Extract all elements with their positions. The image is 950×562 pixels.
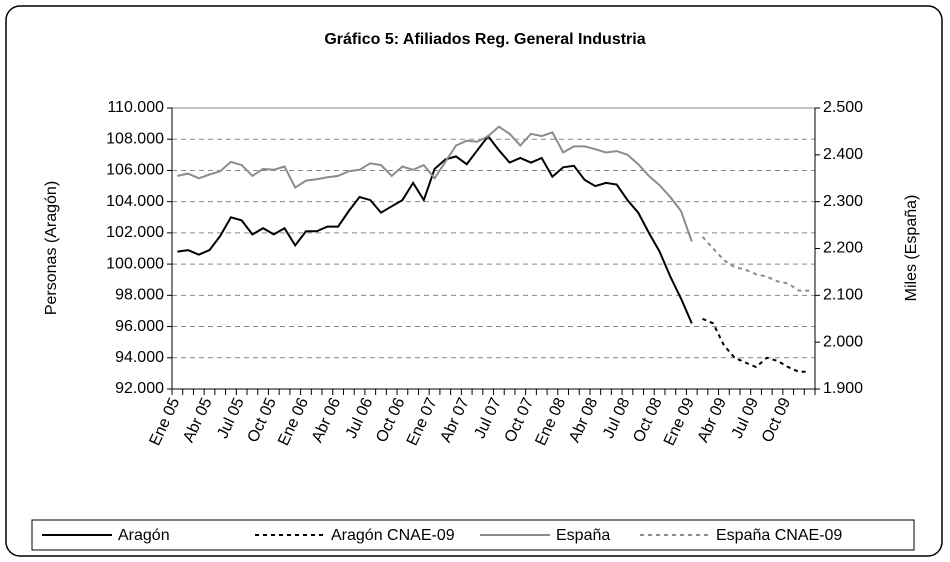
y-tick-label: 104.000	[106, 193, 164, 210]
legend-label: España CNAE-09	[716, 527, 842, 544]
y-tick-label: 98.000	[115, 287, 164, 304]
y2-tick-label: 2.100	[823, 287, 863, 304]
y2-tick-label: 2.200	[823, 240, 863, 257]
y2-tick-label: 2.500	[823, 99, 863, 116]
y-tick-label: 106.000	[106, 162, 164, 179]
y2-tick-label: 1.900	[823, 380, 863, 397]
y-tick-label: 100.000	[106, 255, 164, 272]
y-axis-title: Personas (Aragón)	[43, 181, 60, 315]
y-tick-label: 102.000	[106, 224, 164, 241]
y-tick-label: 94.000	[115, 349, 164, 366]
series-line	[701, 236, 810, 292]
y-tick-label: 110.000	[107, 99, 164, 116]
legend-label: Aragón CNAE-09	[331, 527, 455, 544]
legend-label: Aragón	[118, 527, 170, 544]
y2-tick-label: 2.400	[823, 146, 863, 163]
legend-box	[31, 519, 915, 551]
y-tick-label: 96.000	[115, 318, 164, 335]
chart-frame	[5, 5, 943, 557]
y2-tick-label: 2.300	[823, 193, 863, 210]
series-line	[702, 317, 810, 373]
chart-title: Gráfico 5: Afiliados Reg. General Indust…	[324, 31, 645, 48]
y2-tick-label: 2.000	[823, 333, 863, 350]
series-line	[177, 134, 693, 324]
legend-label: España	[556, 527, 610, 544]
series-line	[177, 125, 693, 242]
y-tick-label: 108.000	[106, 130, 164, 147]
y2-axis-title: Miles (España)	[903, 195, 920, 302]
y-tick-label: 92.000	[115, 380, 164, 397]
